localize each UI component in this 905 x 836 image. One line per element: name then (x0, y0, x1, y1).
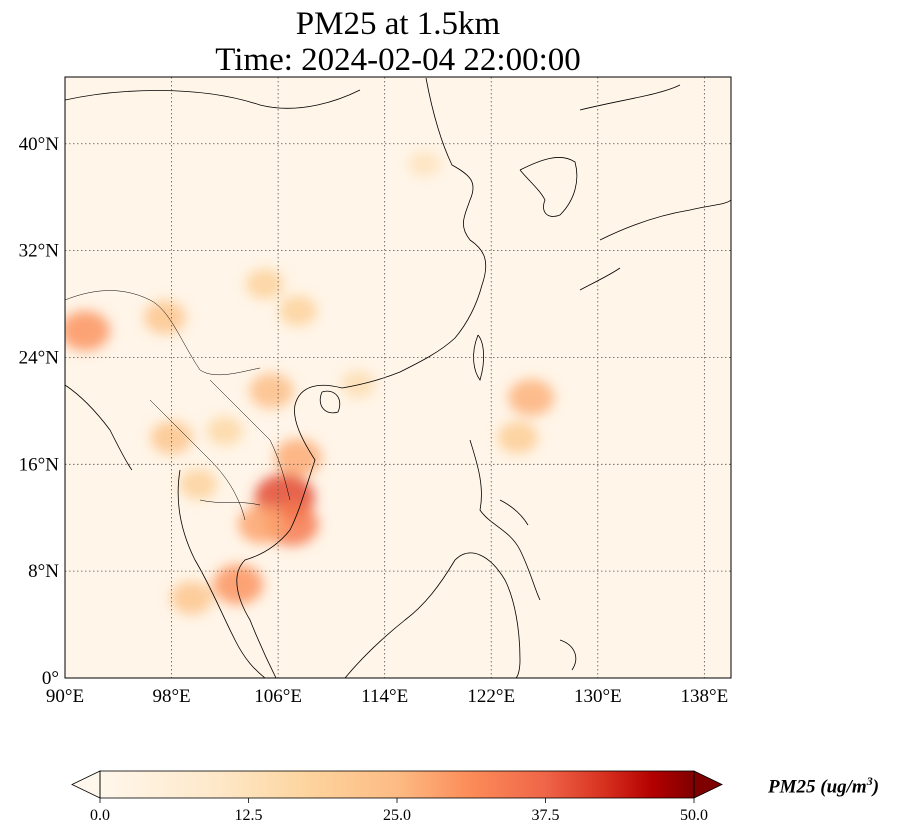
y-tick-label: 32°N (19, 241, 60, 262)
x-tick-label: 114°E (361, 686, 408, 707)
country-borders (65, 290, 291, 521)
pm25-hotspot (497, 421, 538, 454)
pm25-hotspot (408, 151, 441, 177)
y-tick-label: 0° (42, 668, 59, 689)
map-frame (64, 76, 732, 679)
map-plot-area (65, 77, 731, 678)
map-gridlines (65, 77, 731, 678)
colorbar-extend-high (693, 770, 723, 799)
y-tick-label: 40°N (19, 134, 60, 155)
y-tick-label: 16°N (19, 454, 60, 475)
colorbar-tick-label: 12.5 (235, 807, 263, 824)
x-tick-label: 106°E (254, 686, 302, 707)
pm25-hotspot (341, 370, 376, 398)
pm25-hotspot (279, 295, 318, 326)
x-tick-label: 90°E (46, 686, 84, 707)
coastlines (65, 77, 731, 678)
colorbar-tick-label: 50.0 (680, 807, 708, 824)
map-title-line2: Time: 2024-02-04 22:00:00 (215, 42, 581, 78)
pm25-hotspot (206, 416, 243, 446)
colorbar-gradient (100, 771, 694, 798)
pm25-hotspot (238, 505, 287, 544)
colorbar-tick-label: 0.0 (90, 807, 110, 824)
pm25-hotspot (179, 469, 218, 500)
pm25-hotspot (65, 310, 110, 351)
x-tick-label: 122°E (467, 686, 515, 707)
colorbar-label: PM25 (ug/m3) (768, 774, 880, 798)
pm25-hotspot (249, 373, 294, 409)
pm25-hotspot (170, 581, 213, 615)
colorbar: 0.0 12.5 25.0 37.5 50.0 (71, 770, 723, 824)
map-title-line1: PM25 at 1.5km (295, 6, 501, 42)
pm25-hotspot (213, 564, 264, 605)
x-tick-label: 130°E (574, 686, 622, 707)
pm25-hotspot (274, 438, 322, 477)
colorbar-extend-low (71, 770, 101, 799)
x-tick-label: 98°E (152, 686, 190, 707)
colorbar-tick-label: 25.0 (383, 807, 411, 824)
pm25-hotspot (508, 379, 555, 416)
pm25-hotspot (143, 300, 186, 335)
colorbar-tick-label: 37.5 (532, 807, 560, 824)
x-tick-label: 138°E (681, 686, 729, 707)
y-tick-label: 24°N (19, 347, 60, 368)
y-tick-label: 8°N (28, 561, 59, 582)
pm25-hotspot (245, 268, 284, 300)
